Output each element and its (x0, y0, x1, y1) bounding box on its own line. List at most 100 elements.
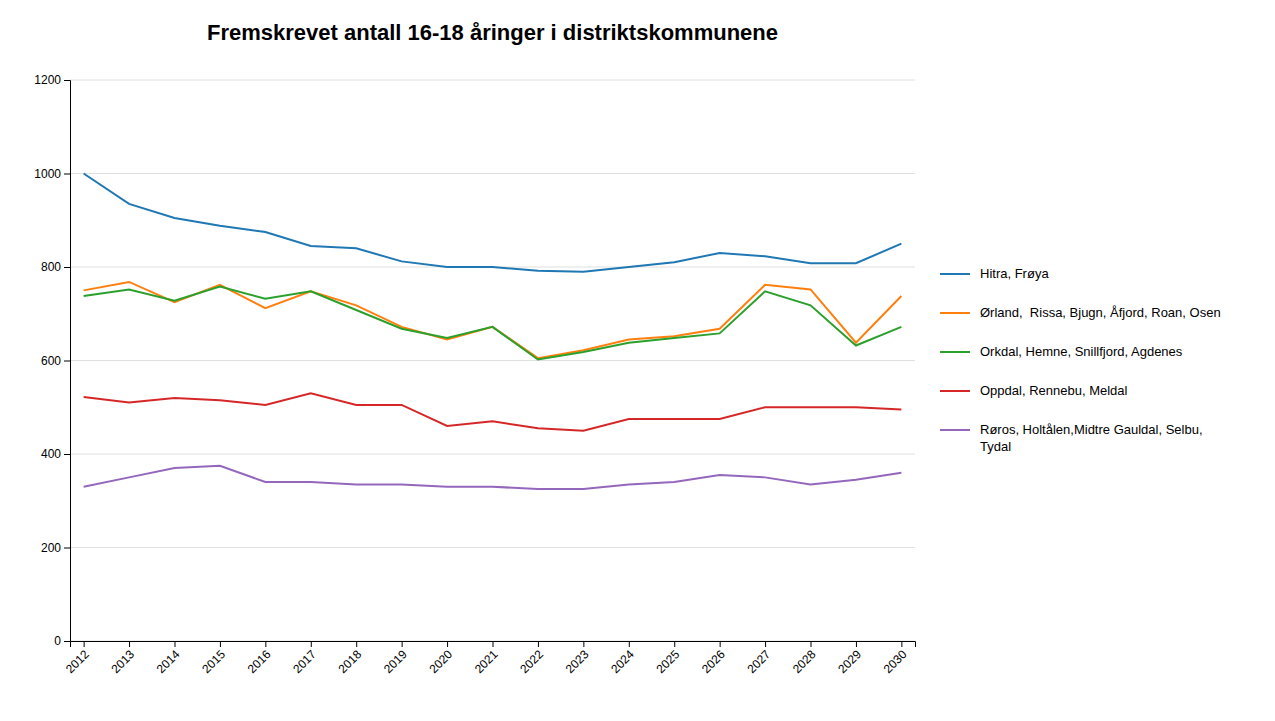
tick: 800 (41, 260, 70, 274)
tick-label: 1200 (34, 73, 61, 87)
grid-line (70, 454, 915, 455)
legend-item: Ørland, Rissa, Bjugn, Åfjord, Roan, Osen (940, 305, 1221, 320)
tick-label: 2023 (563, 647, 592, 676)
tick-label: 2022 (517, 647, 546, 676)
legend-swatch (940, 390, 970, 392)
tick: 0 (54, 634, 70, 648)
tick-mark (129, 641, 130, 647)
legend-label: Ørland, Rissa, Bjugn, Åfjord, Roan, Osen (980, 305, 1221, 320)
tick-mark (493, 641, 494, 647)
tick-mark (84, 641, 85, 647)
tick-mark (220, 641, 221, 647)
tick-label: 2012 (63, 647, 92, 676)
tick-label: 1000 (34, 167, 61, 181)
lines (84, 174, 902, 490)
tick-label: 2016 (245, 647, 274, 676)
tick: 2022 (517, 641, 546, 676)
tick-label: 2017 (290, 647, 319, 676)
tick-mark (64, 174, 70, 175)
tick-label: 2015 (199, 647, 228, 676)
legend-label: Orkdal, Hemne, Snillfjord, Agdenes (980, 344, 1183, 359)
grid (70, 80, 915, 641)
x-axis: 2012 2013 2014 2015 2016 2017 2018 2019 2020 2021… (63, 641, 916, 676)
tick: 2029 (835, 641, 864, 676)
tick-label: 2019 (381, 647, 410, 676)
tick-label: 2013 (108, 647, 137, 676)
series-line (84, 174, 902, 272)
tick: 2018 (336, 641, 365, 676)
tick: 2017 (290, 641, 319, 676)
tick-mark (64, 641, 70, 642)
title: Fremskrevet antall 16-18 åringer i distr… (207, 20, 778, 45)
legend-item: Hitra, Frøya (940, 266, 1049, 281)
tick-mark (447, 641, 448, 647)
tick-label: 2027 (744, 647, 773, 676)
tick: 2030 (881, 641, 910, 676)
tick-mark (402, 641, 403, 647)
tick-label: 400 (41, 447, 61, 461)
tick-label: 800 (41, 260, 61, 274)
legend-item: Orkdal, Hemne, Snillfjord, Agdenes (940, 344, 1183, 359)
legend-label: Røros, Holtålen,Midtre Gauldal, Selbu,Ty… (980, 422, 1203, 454)
tick: 2016 (245, 641, 274, 676)
tick: 2020 (426, 641, 455, 676)
axis-line (71, 642, 916, 648)
tick-mark (64, 80, 70, 81)
tick-mark (538, 641, 539, 647)
tick-mark (64, 267, 70, 268)
tick: 2013 (108, 641, 137, 676)
legend-item: Røros, Holtålen,Midtre Gauldal, Selbu,Ty… (940, 422, 1203, 454)
legend-swatch (940, 273, 970, 275)
legend-item: Oppdal, Rennebu, Meldal (940, 383, 1128, 398)
grid-line (70, 80, 915, 81)
tick-label: 2029 (835, 647, 864, 676)
tick: 200 (41, 541, 70, 555)
tick-mark (265, 641, 266, 647)
tick-label: 2025 (654, 647, 683, 676)
tick-mark (720, 641, 721, 647)
tick-label: 200 (41, 541, 61, 555)
tick: 2027 (744, 641, 773, 676)
tick-mark (856, 641, 857, 647)
tick-mark (64, 548, 70, 549)
legend-label: Oppdal, Rennebu, Meldal (980, 383, 1128, 398)
tick: 2024 (608, 641, 637, 676)
tick-mark (901, 641, 902, 647)
tick: 2028 (790, 641, 819, 676)
chart: 0200400600800100012002012201320142015201… (0, 0, 1275, 721)
tick-mark (811, 641, 812, 647)
tick: 600 (41, 354, 70, 368)
tick: 2023 (563, 641, 592, 676)
legend-swatch (940, 429, 970, 431)
legend-swatch (940, 312, 970, 314)
tick-label: 2020 (426, 647, 455, 676)
series-line (84, 466, 902, 489)
tick-mark (583, 641, 584, 647)
tick-label: 0 (54, 634, 61, 648)
tick: 400 (41, 447, 70, 461)
tick-mark (64, 454, 70, 455)
grid-line (70, 547, 915, 548)
tick-mark (765, 641, 766, 647)
legend-swatch (940, 351, 970, 353)
tick-label: 2024 (608, 647, 637, 676)
tick-label: 2018 (336, 647, 365, 676)
series-line (84, 287, 902, 360)
grid-line (70, 360, 915, 361)
tick: 2019 (381, 641, 410, 676)
tick-label: 2014 (154, 647, 183, 676)
tick: 1200 (34, 73, 70, 87)
series-line (84, 393, 902, 430)
legend: Hitra, Frøya Ørland, Rissa, Bjugn, Åfjord… (940, 266, 1221, 454)
tick-label: 2030 (881, 647, 910, 676)
axis-line (64, 81, 71, 642)
tick: 2025 (654, 641, 683, 676)
tick-label: 600 (41, 354, 61, 368)
tick: 2014 (154, 641, 183, 676)
tick-label: 2026 (699, 647, 728, 676)
grid-line (70, 173, 915, 174)
tick-label: 2021 (472, 647, 501, 676)
tick: 2012 (63, 641, 92, 676)
tick-mark (356, 641, 357, 647)
series-line (84, 282, 902, 358)
